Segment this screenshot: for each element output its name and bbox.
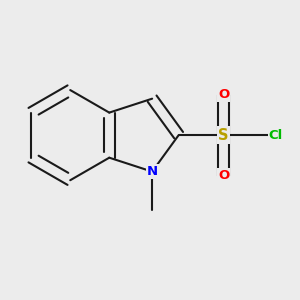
Text: O: O xyxy=(218,88,229,101)
Text: N: N xyxy=(147,165,158,178)
Text: Cl: Cl xyxy=(269,129,283,142)
Text: O: O xyxy=(218,169,229,182)
Text: S: S xyxy=(218,128,229,142)
